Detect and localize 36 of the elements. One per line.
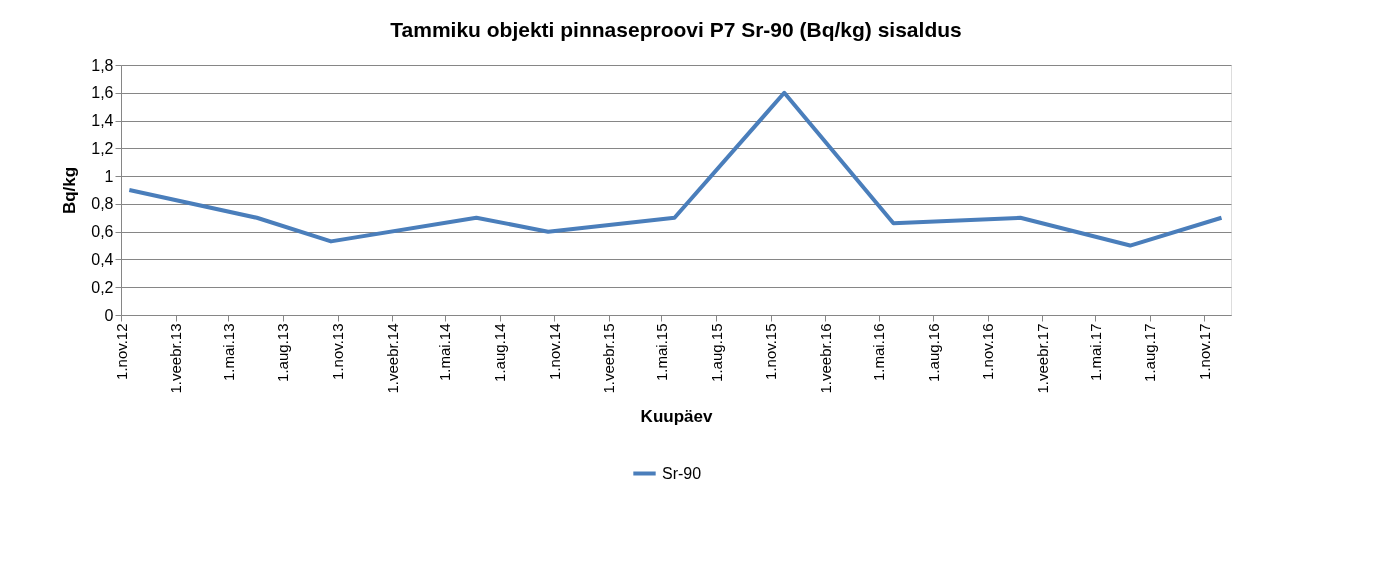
x-tick-label: 1.aug.14: [491, 323, 508, 382]
line-series: [127, 90, 1224, 248]
y-tick-label: 1,2: [91, 139, 114, 157]
x-axis-title: Kuupäev: [640, 406, 713, 426]
x-tick-label: 1.aug.16: [924, 323, 942, 382]
x-tick-label: 1.mai.14: [436, 323, 454, 382]
x-tick-label: 1.nov.16: [979, 323, 997, 380]
x-tick-label: 1.mai.17: [1086, 323, 1104, 382]
x-tick-label: 1.veebr.14: [383, 323, 401, 394]
x-tick-label: 1.veebr.16: [816, 323, 834, 394]
x-tick-label: 1.nov.15: [762, 323, 780, 380]
y-tick-label: 0,6: [91, 223, 114, 241]
y-tick-label: 0: [104, 306, 114, 324]
x-tick-label: 1.veebr.15: [600, 323, 618, 394]
y-tick-label: 1,4: [91, 112, 114, 130]
x-tick-label: 1.nov.14: [545, 323, 563, 380]
y-axis-title: Bq/kg: [60, 166, 80, 215]
y-tick-label: 1: [104, 167, 114, 185]
x-tick-label: 1.veebr.13: [167, 323, 185, 394]
x-tick-label: 1.aug.13: [274, 323, 292, 382]
x-tick-label: 1.mai.13: [219, 323, 237, 382]
x-tick-label: 1.nov.12: [112, 323, 130, 380]
chart-title: Tammiku objekti pinnaseproovi P7 Sr-90 (Bq/kg) sisaldus: [390, 18, 962, 41]
x-tick-label: 1.veebr.17: [1033, 323, 1051, 394]
x-tick-label: 1.aug.15: [707, 323, 725, 382]
x-tick-label: 1.nov.17: [1195, 323, 1213, 380]
x-tick-label: 1.aug.17: [1141, 323, 1159, 382]
x-tick-label: 1.mai.15: [652, 323, 670, 382]
y-tick-label: 0,8: [91, 195, 114, 213]
y-tick-label: 1,8: [91, 56, 114, 74]
y-tick-label: 1,6: [91, 84, 114, 102]
legend-label: Sr-90: [662, 464, 702, 482]
y-tick-label: 0,2: [91, 278, 114, 296]
y-tick-label: 0,4: [91, 250, 114, 268]
x-tick-label: 1.mai.16: [870, 323, 888, 382]
x-tick-label: 1.nov.13: [329, 323, 347, 380]
